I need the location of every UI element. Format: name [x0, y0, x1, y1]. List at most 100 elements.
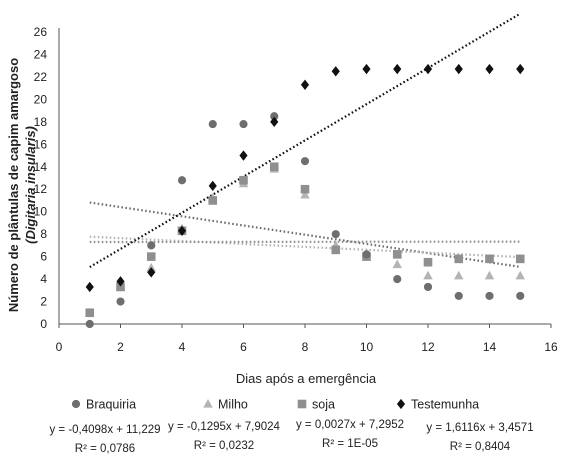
point-braquiria	[393, 274, 402, 284]
point-testemunha	[208, 180, 217, 192]
legend-marker-soja	[297, 399, 307, 409]
y-tick-label: 22	[34, 70, 48, 84]
r2-testemunha: R² = 0,8404	[450, 441, 511, 453]
y-tick-label: 14	[34, 160, 48, 174]
point-milho	[484, 270, 495, 280]
point-braquiria	[208, 120, 217, 129]
legend-marker-milho	[203, 399, 213, 408]
point-braquiria	[423, 282, 433, 292]
point-testemunha	[177, 225, 187, 236]
legend-marker-testemunha	[396, 398, 406, 410]
point-braquiria	[485, 291, 494, 301]
x-tick-label: 0	[56, 340, 63, 354]
r2-milho: R² = 0,0232	[194, 440, 254, 452]
point-testemunha	[423, 63, 433, 75]
legend-marker-braquiria	[71, 399, 81, 409]
legend: Braquiria Milho soja Testemunha	[71, 398, 479, 412]
y-tick-label: 12	[34, 182, 48, 196]
point-testemunha	[300, 79, 310, 90]
legend-label-braquiria: Braquiria	[86, 398, 136, 412]
point-testemunha	[393, 63, 402, 75]
equation-soja: y = 0,0027x + 7,2952	[296, 419, 404, 431]
y-axis-title-group: Número de plântulas de capim amargoso (D…	[6, 58, 38, 312]
point-soja	[423, 257, 433, 267]
point-testemunha	[331, 66, 340, 77]
x-tick-label: 16	[544, 340, 558, 354]
legend-label-testemunha: Testemunha	[411, 398, 479, 412]
y-tick-label: 24	[34, 47, 48, 61]
y-tick-label: 6	[40, 250, 47, 264]
point-testemunha	[454, 63, 463, 75]
point-testemunha	[147, 267, 156, 278]
x-tick-label: 2	[117, 340, 124, 354]
point-braquiria	[300, 157, 310, 166]
point-braquiria	[116, 297, 125, 306]
point-braquiria	[177, 176, 187, 185]
point-testemunha	[516, 63, 525, 75]
equation-testemunha: y = 1,6116x + 3,4571	[426, 422, 533, 434]
x-tick-label: 4	[179, 340, 186, 354]
y-tick-label: 20	[34, 92, 48, 106]
y-tick-label: 4	[40, 272, 47, 286]
point-soja	[454, 254, 464, 264]
y-tick-label: 2	[40, 295, 47, 309]
x-tick-label: 8	[302, 340, 309, 354]
x-tick-label: 10	[360, 340, 374, 354]
legend-label-milho: Milho	[218, 398, 248, 412]
point-testemunha	[85, 281, 94, 293]
r2-braquiria: R² = 0,0786	[75, 443, 135, 455]
point-milho	[423, 270, 433, 280]
point-testemunha	[270, 116, 279, 128]
point-braquiria	[362, 250, 371, 259]
point-soja	[85, 308, 95, 318]
point-braquiria	[147, 241, 156, 250]
legend-label-soja: soja	[312, 398, 335, 412]
point-soja	[146, 252, 156, 261]
equation-milho: y = -0,1295x + 7,9024	[168, 421, 280, 433]
point-soja	[239, 175, 248, 185]
y-tick-label: 10	[34, 205, 48, 219]
point-braquiria	[270, 112, 279, 121]
x-tick-label: 12	[421, 340, 435, 354]
y-tick-label: 26	[34, 25, 48, 39]
trendlines	[89, 12, 521, 269]
point-braquiria	[239, 120, 248, 129]
point-testemunha	[116, 276, 125, 287]
point-testemunha	[362, 63, 371, 75]
point-soja	[392, 250, 402, 259]
y-tick-label: 16	[34, 137, 48, 151]
x-axis-title: Dias após a emergência	[236, 371, 377, 386]
point-soja	[269, 162, 279, 172]
y-tick-label: 18	[34, 115, 48, 129]
point-soja	[515, 254, 525, 264]
y-axis-title: Número de plântulas de capim amargoso	[6, 58, 21, 312]
point-braquiria	[85, 319, 94, 329]
point-soja	[485, 254, 494, 264]
point-milho	[392, 259, 402, 269]
point-braquiria	[516, 291, 525, 301]
point-soja	[116, 282, 125, 292]
point-milho	[515, 270, 525, 280]
y-axis-subtitle: (Digitaria insularis)	[23, 126, 38, 244]
trendline-testemunha	[89, 12, 521, 269]
point-testemunha	[485, 63, 494, 75]
point-soja	[208, 196, 218, 205]
y-tick-label: 0	[40, 317, 47, 331]
x-tick-label: 6	[240, 340, 247, 354]
trend-equations: y = -0,4098x + 11,229 R² = 0,0786 y = -0,1…	[49, 419, 533, 455]
data-points	[85, 63, 525, 329]
x-tick-label: 14	[483, 340, 497, 354]
point-braquiria	[454, 291, 463, 301]
point-milho	[300, 189, 310, 199]
point-soja	[300, 184, 310, 194]
equation-braquiria: y = -0,4098x + 11,229	[49, 424, 160, 436]
point-milho	[454, 270, 464, 280]
point-soja	[331, 245, 341, 255]
y-tick-label: 8	[40, 227, 47, 241]
r2-soja: R² = 1E-05	[322, 438, 378, 450]
trendline-braquiria	[89, 201, 521, 269]
point-braquiria	[331, 230, 340, 239]
point-testemunha	[239, 150, 248, 161]
